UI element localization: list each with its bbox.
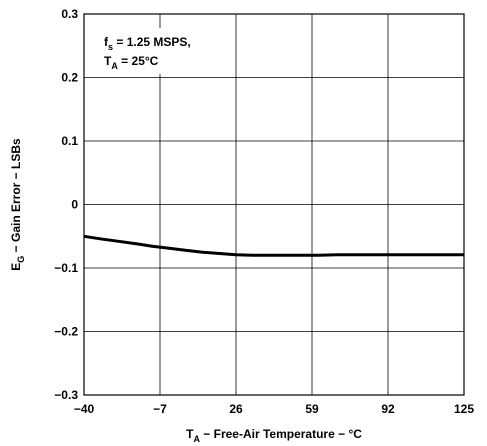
series-group	[83, 234, 464, 257]
annotation-sampling-rate: fs = 1.25 MSPS,	[104, 35, 191, 52]
plot-frame	[83, 13, 465, 396]
y-axis-title: EG − Gain Error − LSBs	[9, 138, 26, 271]
y-tick-label: 0.1	[61, 134, 78, 148]
gain-error-line	[83, 234, 464, 257]
annotation-temperature: TA = 25°C	[104, 54, 159, 71]
y-tick-label: 0.3	[61, 7, 78, 21]
x-tick-labels: −40 −7 26 59 92 125	[74, 402, 475, 416]
x-tick-label: 26	[229, 402, 243, 416]
y-tick-label: 0.2	[61, 71, 78, 85]
x-tick-label: 59	[305, 402, 319, 416]
x-tick-label: −40	[74, 402, 95, 416]
x-tick-label: −7	[153, 402, 167, 416]
x-tick-label: 92	[381, 402, 395, 416]
annotation-background	[100, 28, 218, 74]
y-tick-label: −0.3	[54, 388, 78, 402]
y-tick-labels: 0.3 0.2 0.1 0 −0.1 −0.2 −0.3	[54, 7, 78, 402]
y-tick-label: −0.1	[54, 261, 78, 275]
x-tick-label: 125	[454, 402, 474, 416]
y-tick-label: 0	[71, 198, 78, 212]
y-tick-label: −0.2	[54, 325, 78, 339]
x-axis-title: TA − Free-Air Temperature − °C	[186, 427, 362, 444]
